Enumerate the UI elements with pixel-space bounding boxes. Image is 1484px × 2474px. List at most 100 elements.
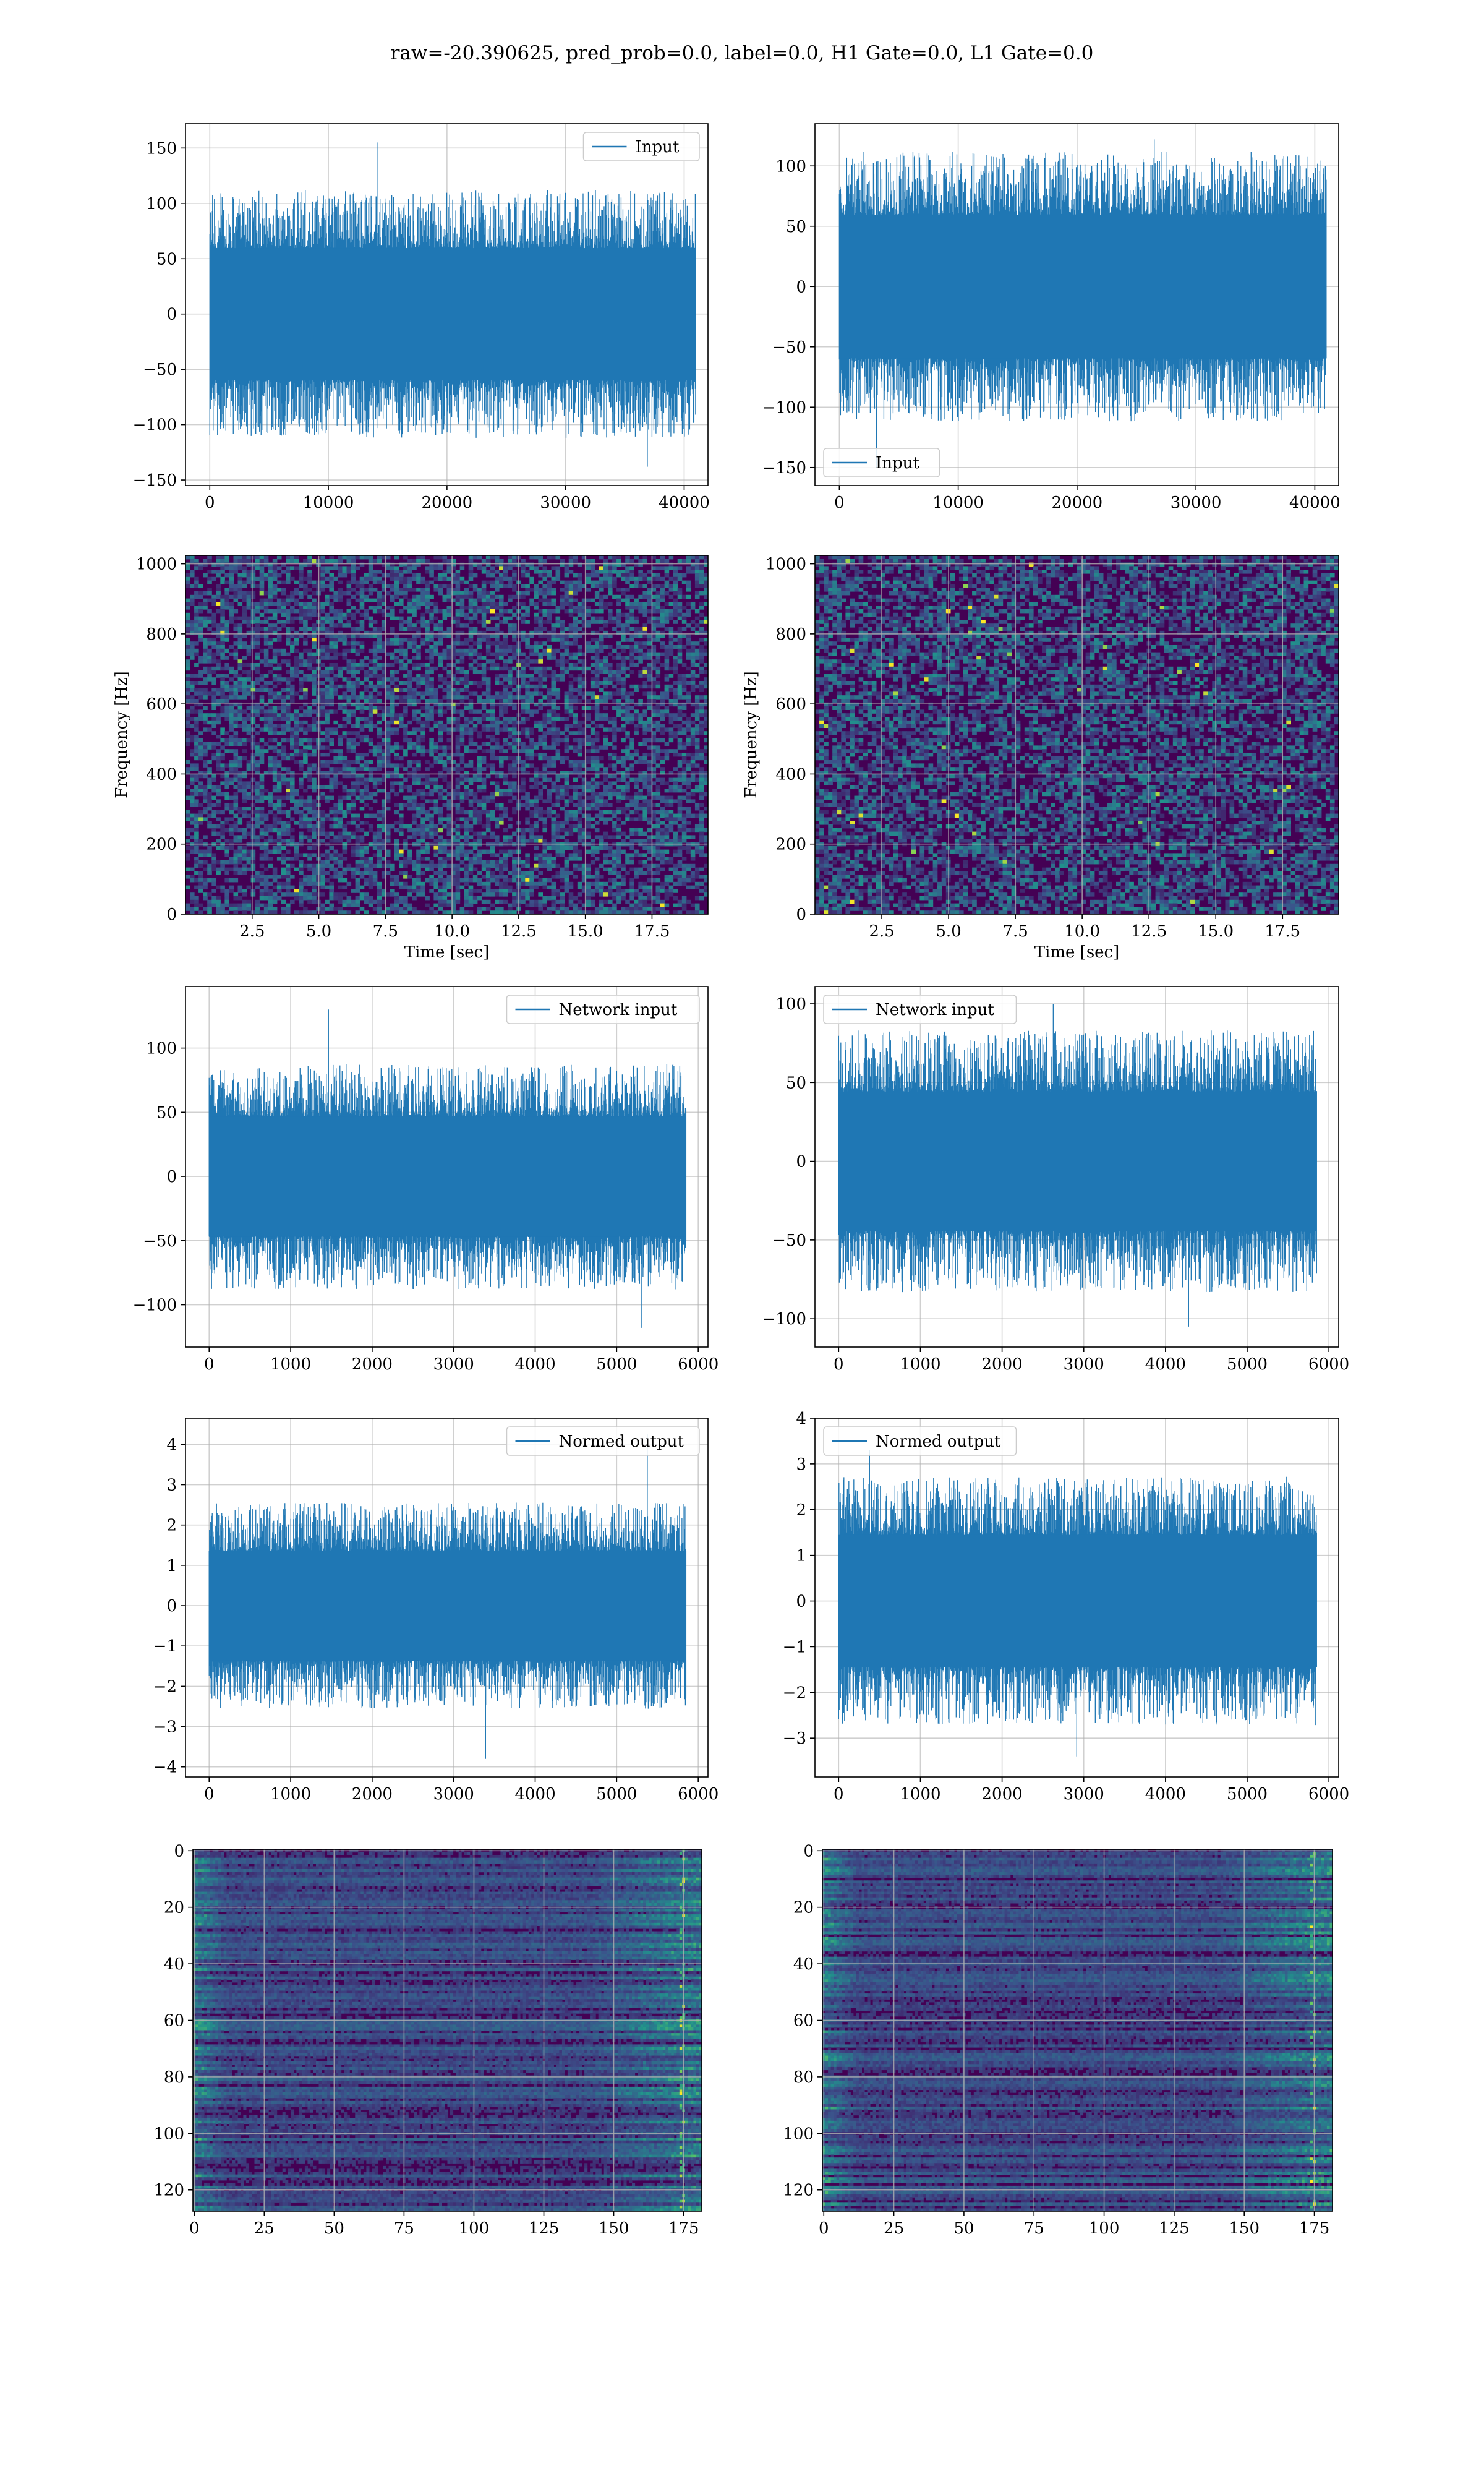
y-tick-label: 3 — [166, 1476, 177, 1495]
x-tick-label: 2.5 — [869, 922, 894, 941]
network-input-h1-series-core — [209, 1116, 686, 1237]
y-tick-label: 200 — [775, 836, 806, 854]
y-tick-label: −50 — [772, 1231, 806, 1250]
input-h1-panel: Input 0 10000 20000 30000 40000 −150 −100 −50 0 50… — [133, 123, 710, 512]
legend-label: Network input — [876, 1001, 994, 1019]
x-tick-label: 1000 — [270, 1355, 311, 1374]
y-tick-label: −50 — [143, 361, 177, 379]
x-tick-label: 6000 — [678, 1785, 719, 1804]
x-tick-label: 100 — [1089, 2219, 1120, 2238]
x-tick-label: 0 — [834, 1355, 844, 1374]
y-tick-label: −2 — [153, 1677, 177, 1696]
x-tick-label: 6000 — [1308, 1355, 1349, 1374]
x-tick-label: 30000 — [540, 494, 591, 512]
x-tick-label: 6000 — [678, 1355, 719, 1374]
x-tick-label: 0 — [834, 1785, 844, 1804]
y-tick-label: 50 — [156, 1103, 177, 1122]
y-axis-label: Frequency [Hz] — [113, 671, 131, 798]
x-tick-label: 7.5 — [373, 922, 398, 941]
y-tick-label: 800 — [775, 625, 806, 644]
y-tick-label: 1000 — [136, 555, 177, 574]
network-input-l1-legend: Network input — [823, 995, 1017, 1024]
network-input-h1-legend: Network input — [506, 995, 700, 1024]
y-tick-label: −50 — [772, 338, 806, 357]
x-tick-label: 75 — [394, 2219, 414, 2238]
normed-output-h1-panel: Normed output 0 1000 2000 3000 4000 5000 6000 −4… — [153, 1418, 719, 1804]
y-tick-label: 0 — [166, 1597, 177, 1616]
spectrogram-h1-frame — [185, 555, 709, 915]
x-axis-label: Time [sec] — [404, 943, 490, 962]
x-tick-label: 125 — [529, 2219, 560, 2238]
feature-map-h1-image — [193, 1849, 702, 2211]
x-tick-label: 15.0 — [1198, 922, 1234, 941]
normed-output-l1-frame — [814, 1418, 1339, 1778]
input-h1-series-core — [210, 248, 696, 380]
y-tick-label: 0 — [796, 278, 806, 296]
y-tick-label: 20 — [793, 1899, 814, 1917]
normed-output-l1-series-core — [838, 1534, 1317, 1667]
x-tick-label: 50 — [953, 2219, 974, 2238]
y-tick-label: 1 — [166, 1557, 177, 1575]
x-tick-label: 1000 — [900, 1785, 940, 1804]
y-tick-label: 50 — [156, 250, 177, 268]
y-tick-label: 800 — [146, 625, 177, 644]
y-tick-label: 0 — [166, 1168, 177, 1186]
feature-map-h1-panel: 0 25 50 75 100 125 150 175 0 20 40 60 80 100 120 — [153, 1842, 702, 2238]
y-tick-label: −100 — [762, 1310, 806, 1329]
x-tick-label: 12.5 — [1131, 922, 1167, 941]
y-tick-label: −100 — [762, 398, 806, 417]
x-tick-label: 25 — [254, 2219, 275, 2238]
x-tick-label: 0 — [204, 1355, 215, 1374]
x-tick-label: 2000 — [982, 1785, 1023, 1804]
y-tick-label: −1 — [153, 1637, 177, 1656]
network-input-l1-frame — [814, 986, 1339, 1348]
y-tick-label: 120 — [783, 2181, 814, 2200]
x-tick-label: 15.0 — [568, 922, 603, 941]
x-tick-label: 17.5 — [1264, 922, 1300, 941]
legend-label: Normed output — [876, 1432, 1001, 1451]
y-tick-label: 60 — [164, 2012, 184, 2031]
y-tick-label: 100 — [146, 195, 177, 213]
y-tick-label: −2 — [783, 1684, 806, 1702]
y-tick-label: 1000 — [765, 555, 806, 574]
y-tick-label: −50 — [143, 1232, 177, 1251]
y-tick-label: 1 — [796, 1547, 806, 1565]
x-tick-label: 3000 — [1064, 1785, 1104, 1804]
normed-output-l1-panel: Normed output 0 1000 2000 3000 4000 5000 6000 −3… — [783, 1410, 1350, 1804]
spectrogram-l1-frame — [814, 555, 1339, 915]
y-tick-label: 200 — [146, 836, 177, 854]
x-tick-label: 2000 — [352, 1785, 393, 1804]
input-l1-panel: Input 0 10000 20000 30000 40000 −150 −100 −50 0 50… — [762, 123, 1341, 512]
y-tick-label: −150 — [133, 471, 177, 490]
x-tick-label: 40000 — [659, 494, 710, 512]
x-tick-label: 5.0 — [306, 922, 331, 941]
figure-title: raw=-20.390625, pred_prob=0.0, label=0.0… — [0, 42, 1484, 64]
normed-output-h1-frame — [185, 1418, 709, 1778]
normed-output-h1-legend: Normed output — [506, 1426, 700, 1456]
y-tick-label: 0 — [166, 306, 177, 324]
x-tick-label: 12.5 — [501, 922, 537, 941]
network-input-l1-series-core — [838, 1092, 1317, 1231]
x-tick-label: 10000 — [932, 494, 984, 512]
spectrogram-h1-panel: 2.5 5.0 7.5 10.0 12.5 15.0 17.5 0 200 400 600 800 10… — [113, 555, 709, 962]
y-tick-label: 120 — [153, 2181, 184, 2200]
x-tick-label: 3000 — [433, 1355, 474, 1374]
y-tick-label: 60 — [793, 2012, 814, 2031]
x-tick-label: 40000 — [1289, 494, 1341, 512]
x-tick-label: 150 — [599, 2219, 629, 2238]
x-tick-label: 4000 — [514, 1785, 555, 1804]
normed-output-l1-legend: Normed output — [823, 1426, 1017, 1456]
feature-map-l1-panel: 0 25 50 75 100 125 150 175 0 20 40 60 80 100 120 — [783, 1842, 1333, 2238]
x-tick-label: 0 — [189, 2219, 200, 2238]
y-tick-label: 400 — [775, 765, 806, 784]
y-tick-label: 50 — [786, 218, 806, 236]
x-tick-label: 1000 — [270, 1785, 311, 1804]
y-tick-label: 150 — [146, 139, 177, 158]
y-tick-label: 0 — [796, 1593, 806, 1611]
x-tick-label: 20000 — [422, 494, 473, 512]
x-tick-label: 175 — [668, 2219, 699, 2238]
x-tick-label: 6000 — [1308, 1785, 1349, 1804]
feature-map-h1-frame — [192, 1849, 702, 2212]
y-tick-label: −3 — [153, 1718, 177, 1737]
